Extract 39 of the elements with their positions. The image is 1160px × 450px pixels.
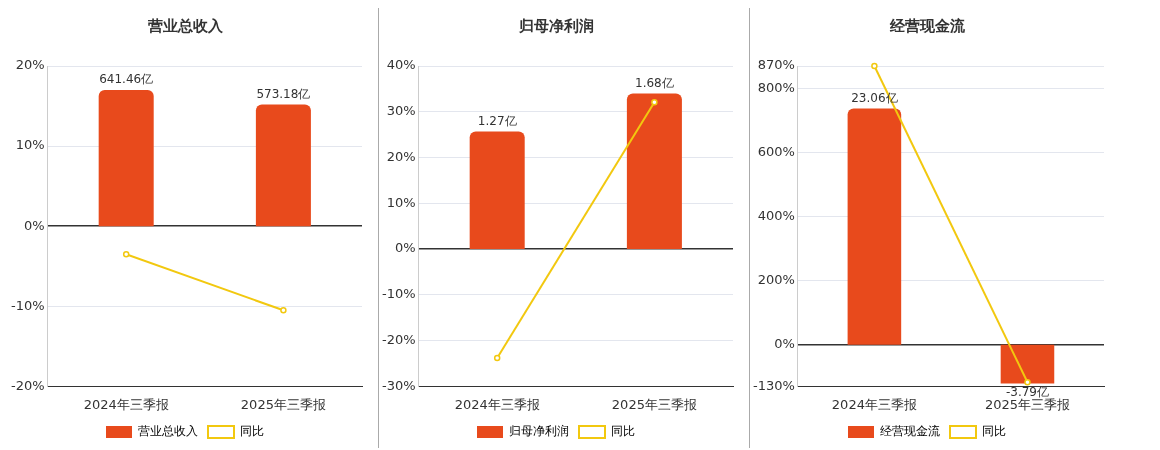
y-tick-label: 200%	[757, 272, 795, 288]
legend-label: 营业总收入	[138, 424, 198, 439]
x-tick-label: 2024年三季报	[831, 396, 917, 412]
y-tick-label: 0%	[394, 240, 416, 256]
x-tick-label: 2025年三季报	[240, 396, 326, 412]
y-tick-label: 30%	[386, 103, 416, 119]
y-tick-label: 10%	[386, 194, 416, 210]
chart-title: 归母净利润	[517, 16, 594, 35]
legend-label: 归母净利润	[509, 424, 569, 439]
y-tick-label: 800%	[757, 79, 795, 95]
chart-title: 经营现金流	[888, 16, 966, 35]
y-tick-label: 870%	[757, 57, 795, 73]
data-label: 1.68亿	[635, 75, 674, 90]
y-tick-label: 10%	[15, 137, 45, 153]
y-tick-label: 20%	[386, 148, 416, 164]
y-tick-label: 0%	[774, 336, 795, 352]
y-tick-label: 0%	[23, 217, 45, 233]
data-label: -3.79亿	[1005, 384, 1049, 399]
y-tick-label: -20%	[10, 377, 45, 393]
legend-label: 同比	[611, 424, 635, 439]
y-tick-label: 600%	[757, 143, 795, 159]
data-label: 641.46亿	[99, 72, 154, 87]
chart-title: 营业总收入	[146, 16, 224, 35]
data-label: 573.18亿	[256, 86, 311, 101]
x-tick-label: 2024年三季报	[83, 396, 169, 412]
legend-label: 同比	[240, 424, 264, 439]
y-tick-label: 40%	[386, 57, 416, 73]
y-tick-label: 400%	[757, 207, 795, 223]
y-tick-label: -10%	[381, 286, 416, 302]
y-tick-label: -130%	[753, 377, 795, 393]
x-tick-label: 2024年三季报	[454, 396, 540, 412]
data-label: 1.27亿	[477, 113, 517, 128]
y-tick-label: -20%	[381, 332, 416, 347]
legend-label: 同比	[982, 424, 1006, 439]
legend-label: 经营现金流	[880, 424, 940, 439]
y-tick-label: 20%	[15, 57, 45, 73]
x-tick-label: 2025年三季报	[611, 396, 697, 412]
y-tick-label: -30%	[381, 377, 416, 393]
y-tick-label: -10%	[10, 297, 45, 313]
